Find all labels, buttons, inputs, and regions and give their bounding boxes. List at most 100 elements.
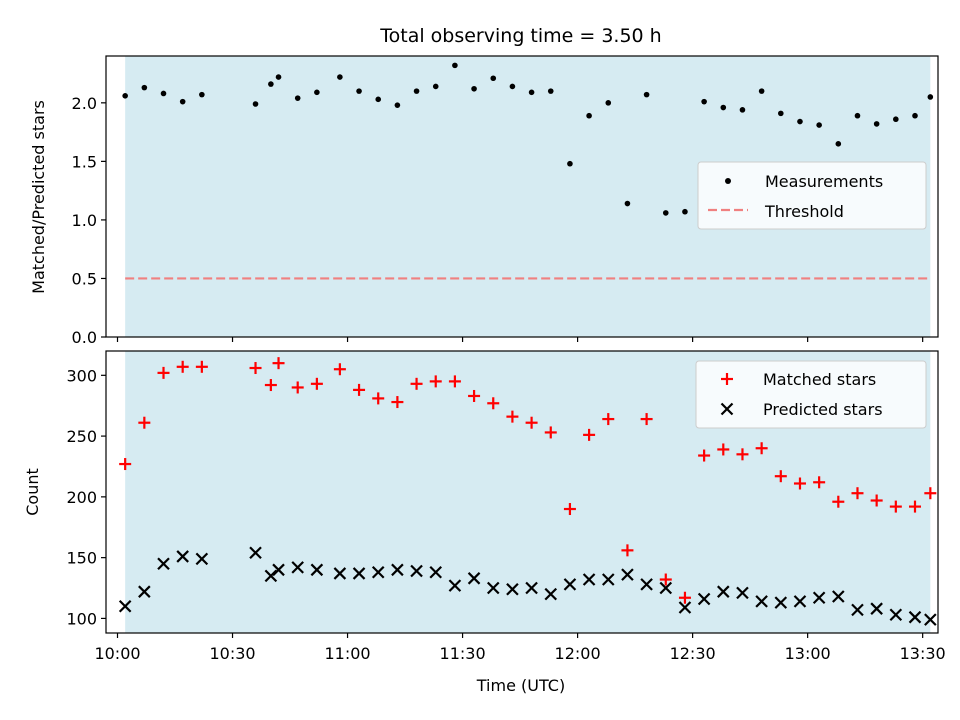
predicted-star-point bbox=[486, 581, 500, 595]
matched-star-point bbox=[678, 591, 691, 604]
predicted-star-point bbox=[832, 590, 845, 603]
predicted-star-point bbox=[195, 552, 209, 566]
measurement-point bbox=[375, 96, 382, 103]
legend-label-predicted-stars: Predicted stars bbox=[763, 400, 883, 419]
measurement-point bbox=[509, 83, 516, 90]
legend-plus-glyph bbox=[721, 373, 733, 385]
measurement-point bbox=[122, 93, 128, 99]
matched-star-point bbox=[755, 442, 768, 455]
measurement-point bbox=[624, 200, 631, 207]
predicted-star-point bbox=[176, 550, 189, 563]
predicted-star-point bbox=[582, 573, 596, 586]
matched-star-point bbox=[870, 494, 883, 507]
matched-star-point bbox=[736, 448, 749, 461]
measurement-point bbox=[778, 110, 784, 117]
predicted-star-point bbox=[249, 546, 262, 560]
matched-star-point bbox=[544, 426, 557, 439]
measurement-point bbox=[567, 160, 573, 167]
matched-star-point bbox=[602, 413, 615, 426]
matched-star-point bbox=[621, 544, 634, 557]
predicted-star-point bbox=[924, 613, 937, 626]
count-panel: 100 150 200 250 300 10:00 10:30 11:00 11:30 12:0… bbox=[23, 350, 946, 695]
predicted-star-point bbox=[371, 565, 385, 579]
predicted-star-point bbox=[264, 569, 278, 583]
ratio-y-axis-label: Matched/Predicted stars bbox=[29, 100, 48, 294]
matched-star-point bbox=[717, 443, 730, 456]
measurement-point bbox=[268, 81, 274, 87]
matched-star-point bbox=[640, 413, 653, 426]
measurement-point bbox=[432, 83, 439, 90]
matched-star-point bbox=[272, 357, 285, 370]
count-y-axis-label: Count bbox=[23, 468, 42, 516]
matched-star-point bbox=[410, 377, 423, 390]
measurement-point bbox=[337, 74, 343, 80]
measurement-point bbox=[854, 112, 861, 119]
measurement-point bbox=[160, 90, 167, 97]
predicted-star-point bbox=[157, 557, 170, 570]
chart-title: Total observing time = 3.50 h bbox=[379, 25, 661, 47]
measurement-point bbox=[528, 89, 535, 96]
predicted-star-points bbox=[118, 546, 937, 626]
predicted-star-point bbox=[525, 581, 538, 595]
x-tick-label: 11:30 bbox=[440, 644, 486, 663]
measurement-point bbox=[835, 141, 842, 147]
count-y-tick-label: 100 bbox=[66, 609, 97, 628]
legend-label-threshold: Threshold bbox=[764, 202, 844, 221]
predicted-star-point bbox=[717, 585, 730, 598]
measurement-point bbox=[471, 85, 477, 92]
legend-label-matched-stars: Matched stars bbox=[763, 370, 876, 389]
predicted-star-point bbox=[640, 578, 653, 591]
ratio-y-tick-label: 0.5 bbox=[72, 269, 97, 288]
legend-label-measurements: Measurements bbox=[765, 172, 883, 191]
ratio-panel: 0.00.51.01.52.0 Matched/Predicted stars … bbox=[29, 55, 939, 347]
matched-star-point bbox=[333, 363, 346, 376]
predicted-star-point bbox=[467, 572, 481, 585]
predicted-star-point bbox=[310, 563, 324, 577]
legend-x-glyph bbox=[720, 402, 734, 416]
measurement-point bbox=[873, 121, 880, 127]
measurement-point bbox=[893, 116, 899, 123]
matched-star-point bbox=[468, 389, 481, 402]
predicted-star-point bbox=[601, 573, 615, 586]
count-y-tick-label: 200 bbox=[66, 488, 97, 507]
matched-star-point bbox=[793, 477, 806, 490]
matched-star-point bbox=[176, 360, 189, 373]
matched-star-point bbox=[583, 428, 596, 441]
ratio-legend-box bbox=[697, 161, 927, 230]
matched-star-point bbox=[487, 397, 500, 410]
legend-dot-marker bbox=[725, 178, 731, 184]
count-legend: Matched stars Predicted stars bbox=[695, 360, 927, 429]
predicted-star-point bbox=[851, 603, 864, 617]
x-tick-label: 12:00 bbox=[555, 644, 601, 663]
measurement-point bbox=[547, 88, 554, 94]
matched-star-point bbox=[813, 476, 826, 489]
measurement-point bbox=[314, 89, 320, 96]
measurement-point bbox=[682, 208, 688, 215]
measurement-point bbox=[927, 94, 934, 100]
matched-star-point bbox=[563, 503, 576, 516]
x-tick-label: 13:00 bbox=[785, 644, 831, 663]
measurement-point bbox=[816, 122, 822, 128]
matched-star-point bbox=[506, 410, 519, 423]
matched-star-point bbox=[391, 396, 404, 409]
predicted-star-point bbox=[272, 563, 285, 577]
predicted-star-point bbox=[793, 595, 807, 608]
matched-star-point bbox=[249, 362, 262, 375]
matched-star-point bbox=[291, 381, 304, 394]
ratio-y-tick-label: 0.0 bbox=[72, 328, 97, 347]
measurement-point bbox=[643, 91, 650, 98]
matched-star-point bbox=[525, 416, 538, 429]
matched-star-point bbox=[889, 500, 902, 513]
count-y-tick-label: 250 bbox=[66, 427, 97, 446]
ratio-axes-frame bbox=[105, 55, 939, 338]
x-tick-label: 12:30 bbox=[670, 644, 716, 663]
measurement-point bbox=[356, 88, 362, 94]
measurement-point bbox=[758, 88, 765, 94]
predicted-star-point bbox=[544, 587, 558, 601]
ratio-y-tick-label: 1.0 bbox=[72, 211, 97, 230]
matched-star-point bbox=[774, 470, 787, 483]
measurement-points bbox=[122, 62, 934, 216]
matched-star-points bbox=[119, 357, 937, 604]
matched-star-point bbox=[698, 449, 711, 462]
measurement-point bbox=[394, 102, 401, 108]
